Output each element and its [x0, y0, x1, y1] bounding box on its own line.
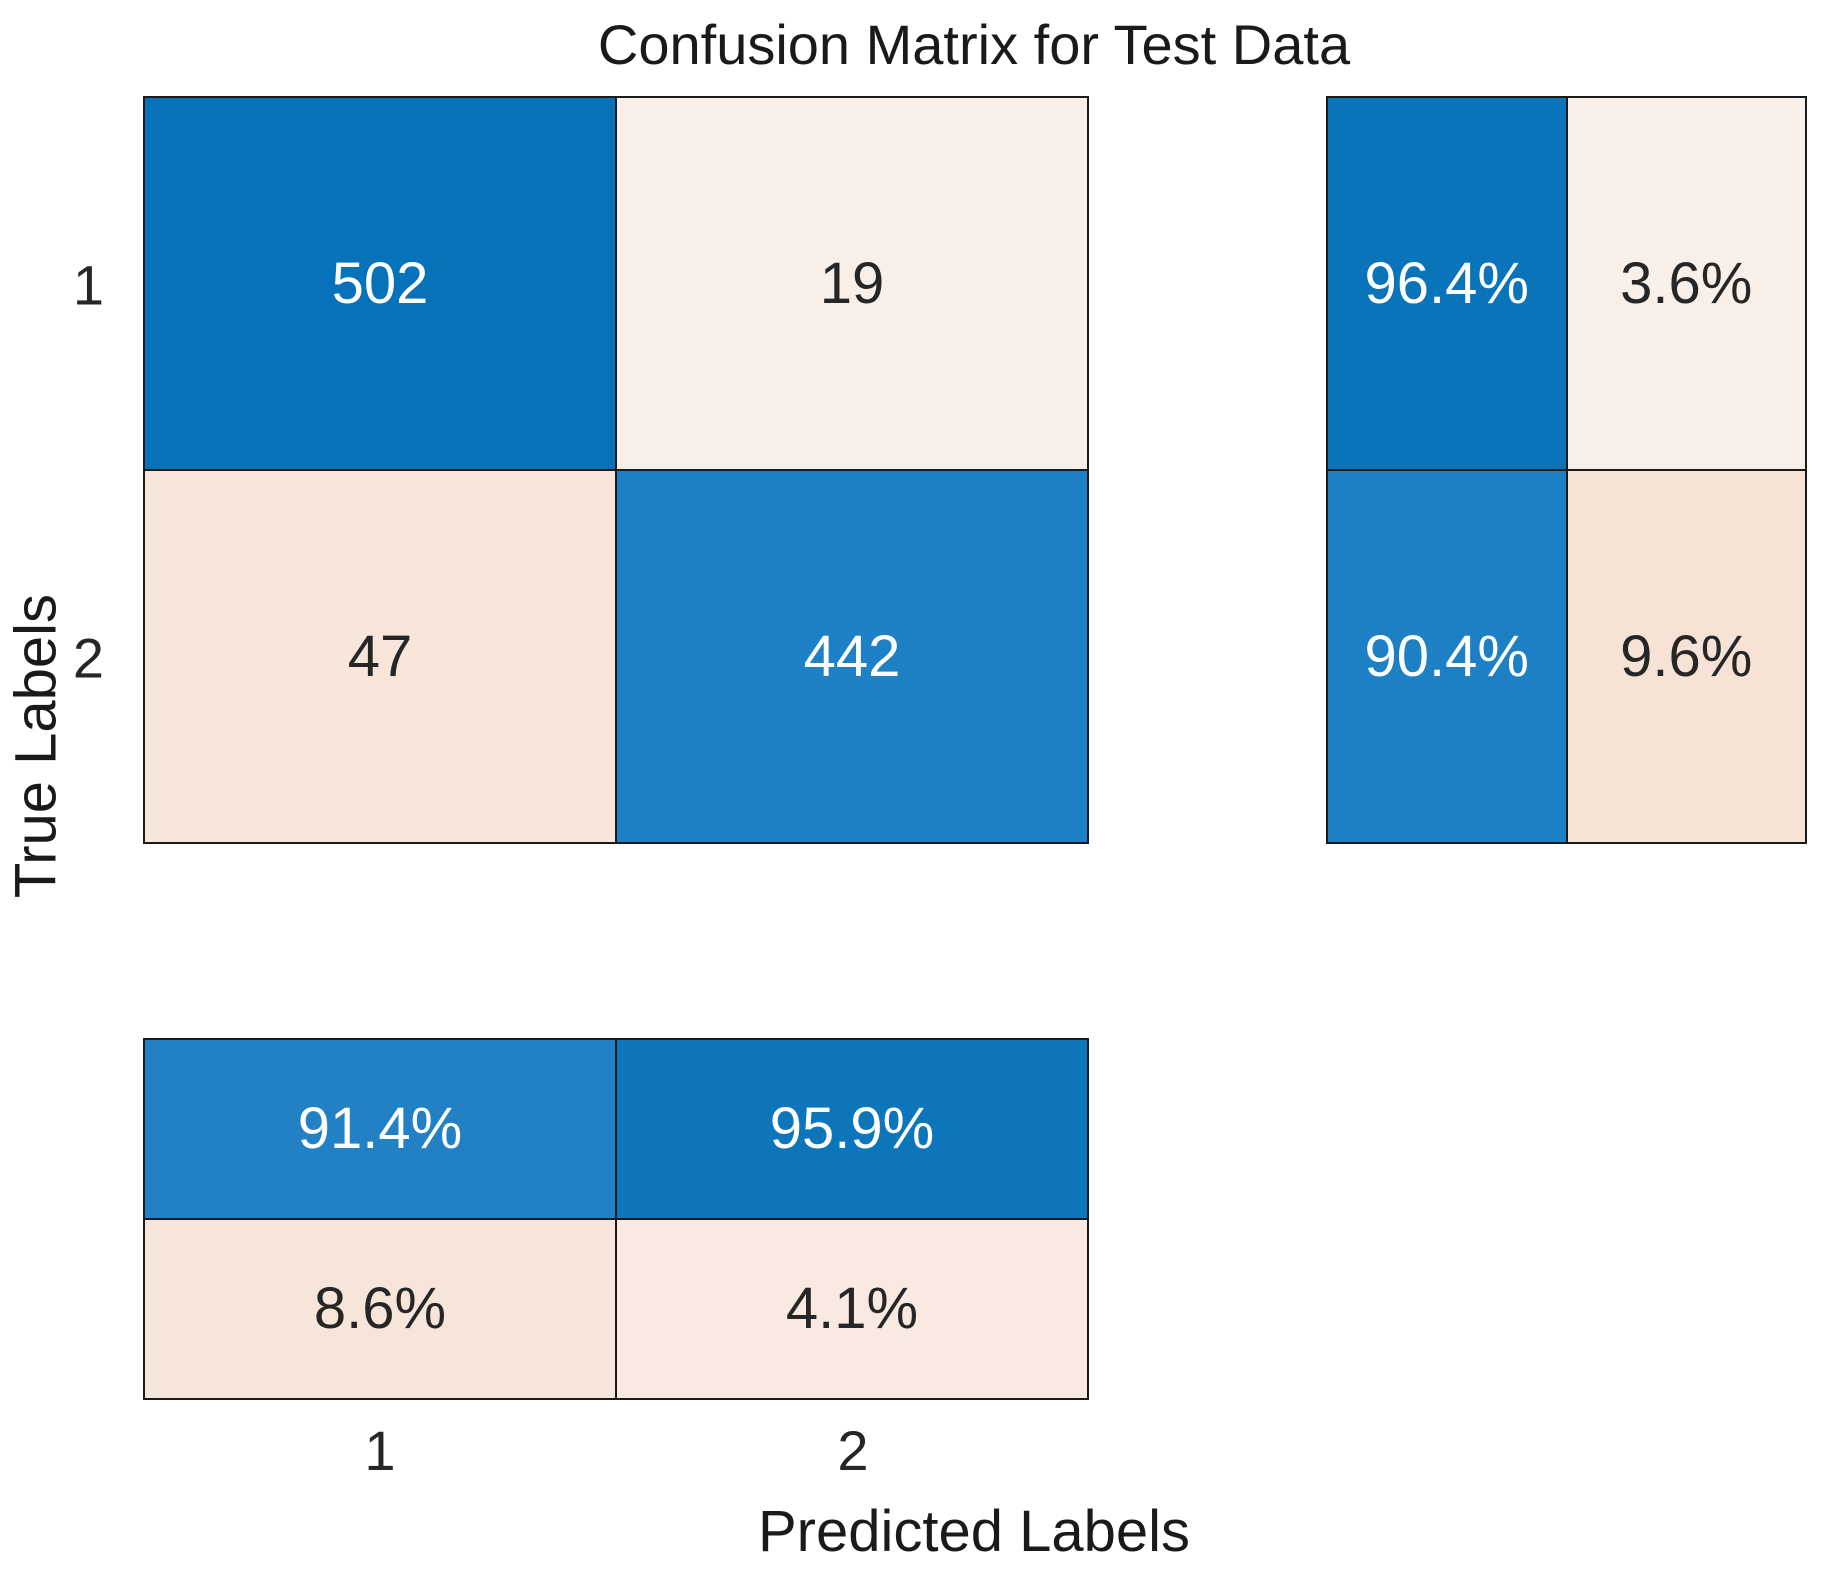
- col-summary-cell-pred1-correct: 91.4%: [145, 1040, 615, 1218]
- y-axis-tick-1: 1: [72, 253, 104, 317]
- row-summary-cell-true2-incorrect: 9.6%: [1567, 471, 1805, 842]
- chart-title: Confusion Matrix for Test Data: [597, 13, 1351, 76]
- y-axis-tick-2: 2: [72, 626, 104, 690]
- matrix-cell-true1-pred1: 502: [145, 98, 615, 469]
- matrix-cell-true2-pred2: 442: [617, 471, 1087, 842]
- main-matrix: 502 19 47 442: [143, 96, 1089, 844]
- matrix-cell-true2-pred1: 47: [145, 471, 615, 842]
- row-summary-cell-true2-correct: 90.4%: [1328, 471, 1566, 842]
- x-axis-label: Predicted Labels: [757, 1499, 1191, 1564]
- row-summary-cell-true1-incorrect: 3.6%: [1567, 98, 1805, 469]
- x-axis-tick-1: 1: [364, 1419, 396, 1482]
- y-axis-label: True Labels: [3, 593, 69, 899]
- column-summary-matrix: 91.4% 95.9% 8.6% 4.1%: [143, 1038, 1089, 1400]
- col-summary-cell-pred2-incorrect: 4.1%: [617, 1220, 1087, 1398]
- col-summary-cell-pred2-correct: 95.9%: [617, 1040, 1087, 1218]
- col-summary-cell-pred1-incorrect: 8.6%: [145, 1220, 615, 1398]
- matrix-cell-true1-pred2: 19: [617, 98, 1087, 469]
- x-axis-tick-2: 2: [837, 1419, 869, 1482]
- row-summary-cell-true1-correct: 96.4%: [1328, 98, 1566, 469]
- row-summary-matrix: 96.4% 3.6% 90.4% 9.6%: [1326, 96, 1807, 844]
